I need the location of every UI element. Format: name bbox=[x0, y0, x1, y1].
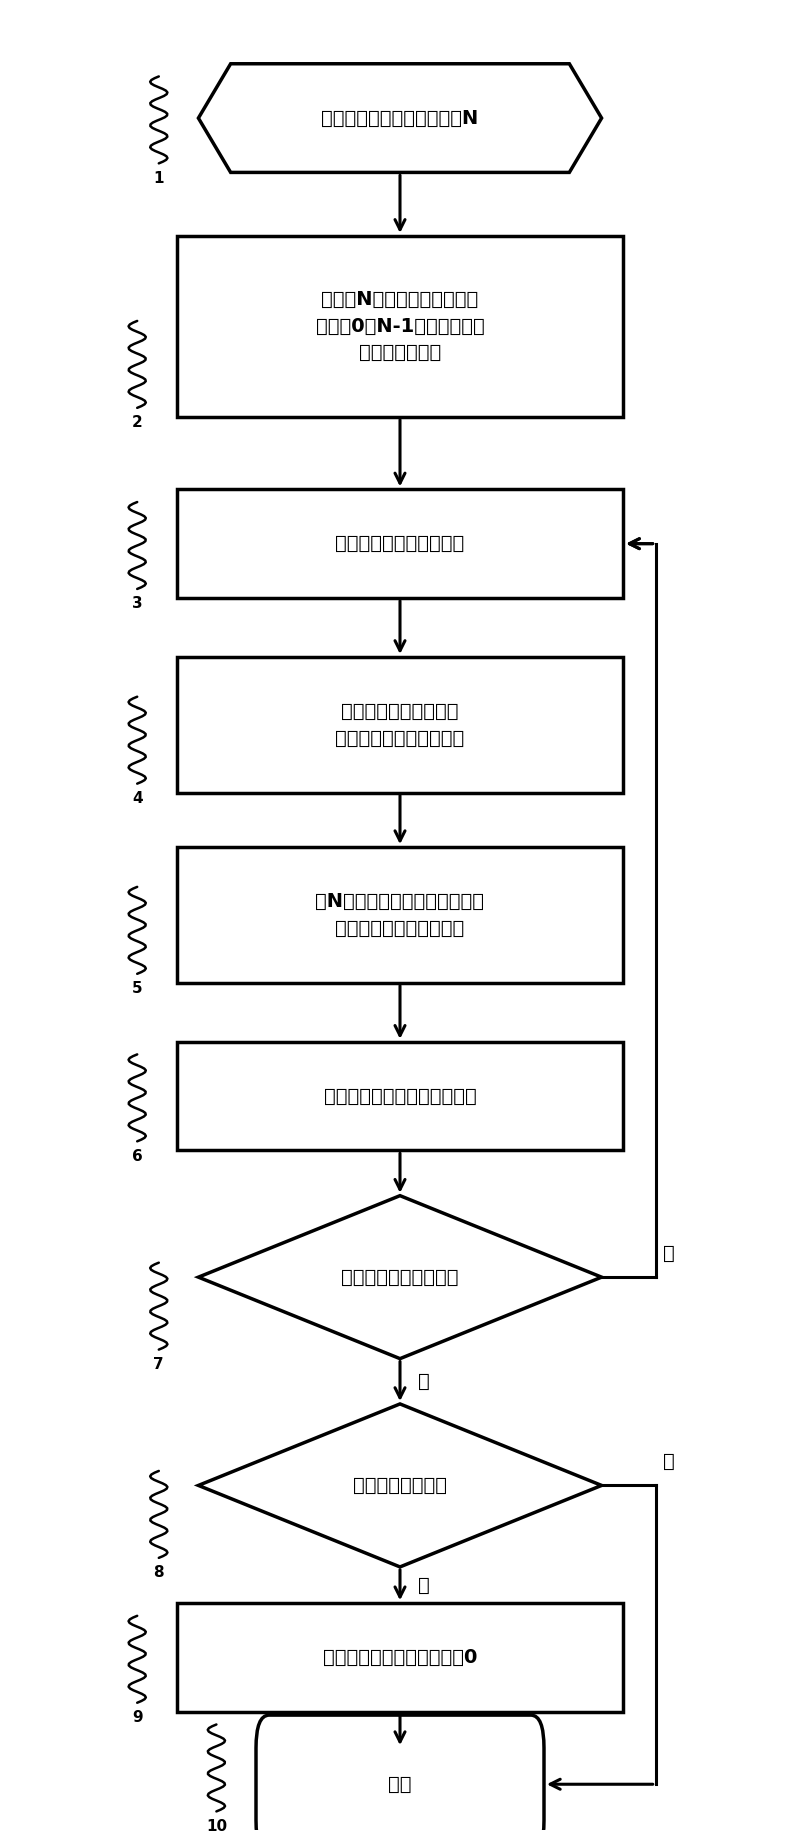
Text: 10: 10 bbox=[206, 1818, 227, 1833]
Text: 是: 是 bbox=[418, 1576, 430, 1595]
Bar bbox=[177, 1602, 623, 1711]
Text: 是: 是 bbox=[418, 1371, 430, 1392]
Text: 6: 6 bbox=[132, 1149, 142, 1164]
Text: 否: 否 bbox=[662, 1453, 674, 1471]
Text: 重新设定当次位移量存储单元: 重新设定当次位移量存储单元 bbox=[324, 1087, 476, 1105]
Text: 9: 9 bbox=[132, 1709, 142, 1724]
Text: 4: 4 bbox=[132, 791, 142, 806]
Bar bbox=[177, 237, 623, 418]
Polygon shape bbox=[198, 1196, 602, 1358]
Text: 初始化N个位移量存储单元，
编号为0至N-1，并指定当次
位移量存储单元: 初始化N个位移量存储单元， 编号为0至N-1，并指定当次 位移量存储单元 bbox=[316, 290, 484, 362]
Text: 将当次运动计划位移量
存入当次位移量存储单元: 将当次运动计划位移量 存入当次位移量存储单元 bbox=[335, 702, 465, 748]
Polygon shape bbox=[198, 1404, 602, 1567]
Text: 5: 5 bbox=[132, 981, 142, 996]
Text: 是否存在残留位移: 是否存在残留位移 bbox=[353, 1477, 447, 1495]
Text: 1: 1 bbox=[154, 170, 164, 185]
Text: 8: 8 bbox=[154, 1565, 164, 1580]
Text: 2: 2 bbox=[132, 416, 142, 431]
FancyBboxPatch shape bbox=[256, 1715, 544, 1848]
Text: 7: 7 bbox=[154, 1356, 164, 1371]
Text: 确定需要平滑处理的位置数N: 确定需要平滑处理的位置数N bbox=[322, 109, 478, 128]
Text: 3: 3 bbox=[132, 597, 142, 612]
Bar bbox=[177, 490, 623, 599]
Text: 将当次运动的位移量设定为0: 将当次运动的位移量设定为0 bbox=[323, 1648, 477, 1667]
Text: 加工计划是否执行完毕: 加工计划是否执行完毕 bbox=[342, 1268, 458, 1286]
Polygon shape bbox=[198, 65, 602, 172]
Bar bbox=[177, 1042, 623, 1149]
Text: 计算当次运动计划位移量: 计算当次运动计划位移量 bbox=[335, 534, 465, 553]
Text: 否: 否 bbox=[662, 1244, 674, 1262]
Text: 将N个位移量存储单元的平均值
作为当次运动实际位移量: 将N个位移量存储单元的平均值 作为当次运动实际位移量 bbox=[315, 893, 485, 937]
Text: 结束: 结束 bbox=[388, 1774, 412, 1794]
Bar bbox=[177, 656, 623, 793]
Bar bbox=[177, 846, 623, 983]
